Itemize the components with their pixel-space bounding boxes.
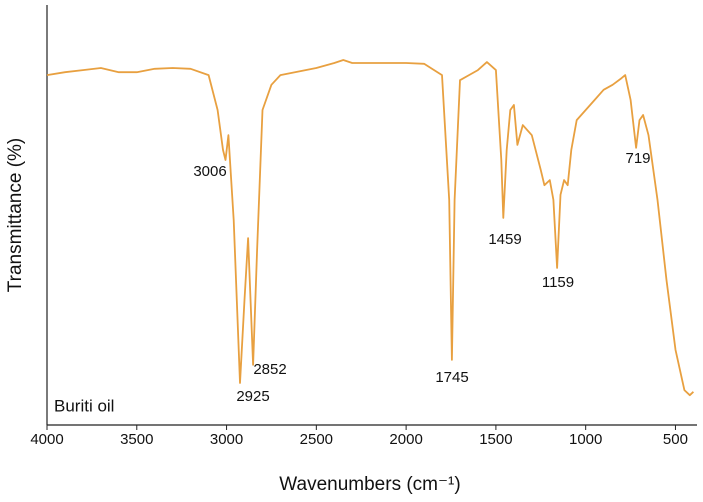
x-tick-label: 3000 xyxy=(210,431,243,448)
x-tick-label: 3500 xyxy=(120,431,153,448)
x-tick-label: 2000 xyxy=(389,431,422,448)
peak-label: 2852 xyxy=(253,361,286,378)
peak-label: 1459 xyxy=(488,231,521,248)
x-tick-label: 500 xyxy=(663,431,688,448)
peak-label: 3006 xyxy=(193,163,226,180)
x-tick-label: 1500 xyxy=(479,431,512,448)
x-tick-label: 4000 xyxy=(30,431,63,448)
peak-label: 1159 xyxy=(542,274,574,291)
sample-label: Buriti oil xyxy=(54,396,114,415)
x-axis-label: Wavenumbers (cm⁻¹) xyxy=(279,474,460,495)
x-tick-label: 1000 xyxy=(569,431,602,448)
spectrum-line xyxy=(46,59,695,397)
x-tick-label: 2500 xyxy=(300,431,333,448)
peak-label: 1745 xyxy=(435,369,468,386)
y-axis-label: Transmittance (%) xyxy=(5,138,26,293)
peak-label: 2925 xyxy=(236,388,269,405)
peak-label: 719 xyxy=(625,150,650,167)
